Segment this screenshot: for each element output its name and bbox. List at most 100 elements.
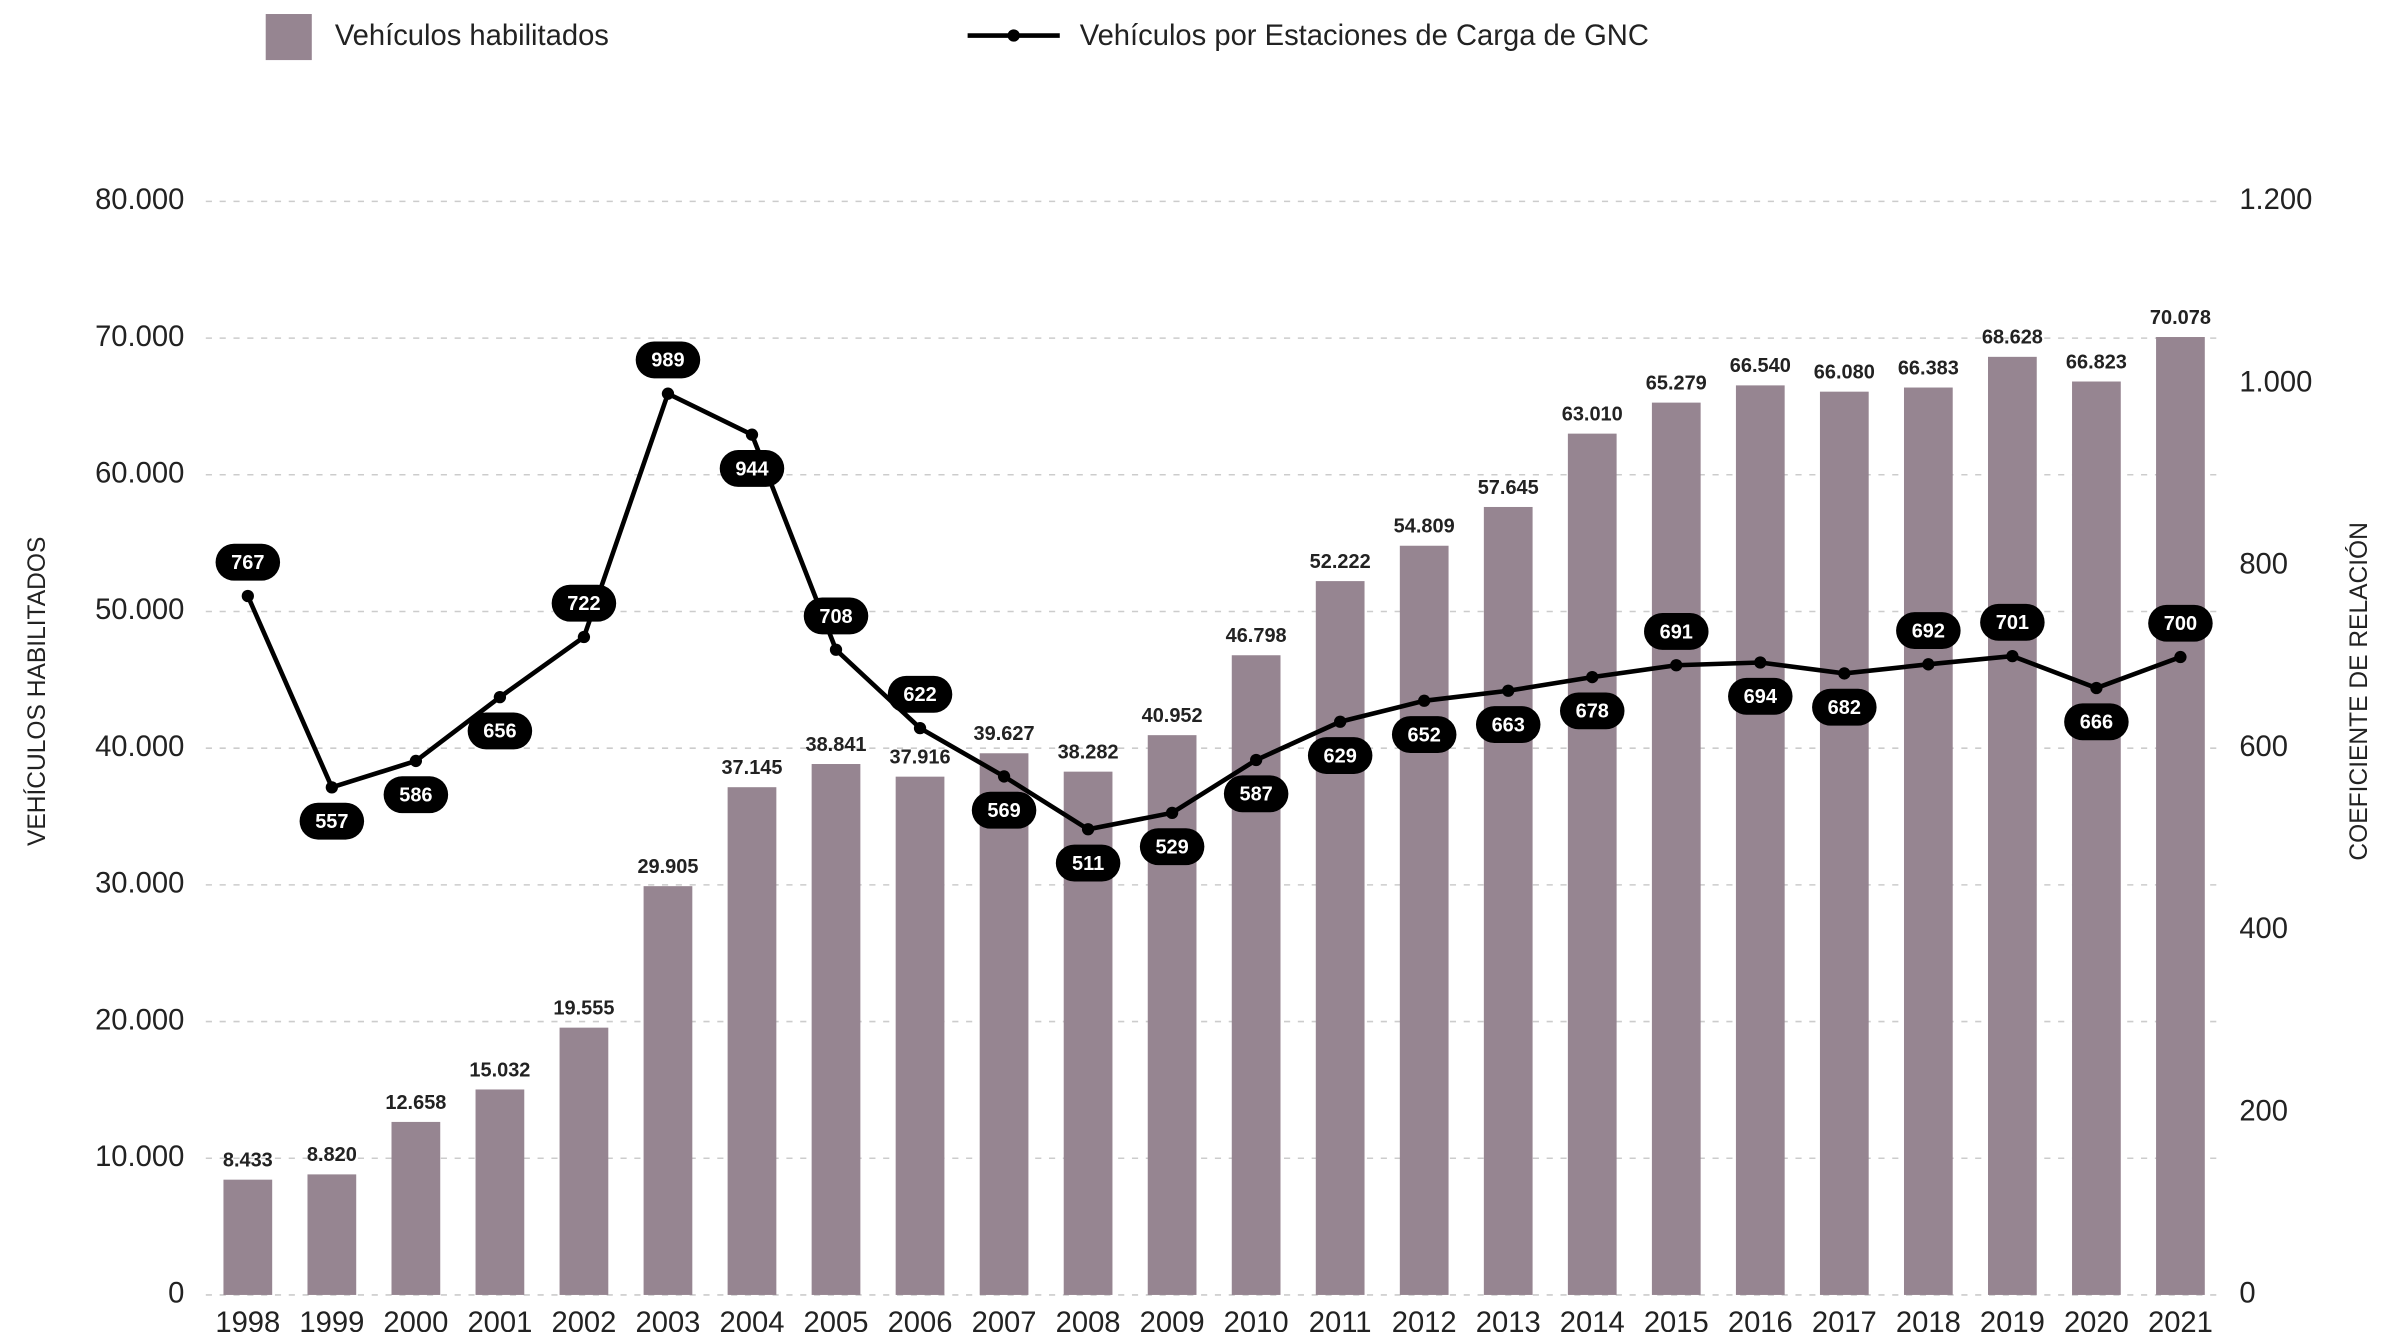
line-marker (997, 770, 1011, 783)
line-value-label: 652 (1408, 724, 1441, 746)
bar (727, 787, 777, 1295)
line-value-label: 666 (2080, 712, 2113, 734)
bar (1735, 385, 1785, 1295)
x-tick-label: 2016 (1728, 1307, 1793, 1332)
line-value-label: 656 (483, 721, 516, 743)
x-tick-label: 2009 (1140, 1307, 1205, 1332)
bar-value-label: 12.658 (385, 1092, 446, 1114)
line-marker (661, 387, 675, 400)
line-value-label: 708 (819, 606, 852, 628)
x-tick-label: 2015 (1644, 1307, 1709, 1332)
y2-tick-label: 200 (2239, 1095, 2288, 1127)
line-marker (409, 754, 423, 768)
line-marker (1838, 667, 1851, 680)
y-tick-label: 50.000 (95, 594, 184, 626)
line-value-label: 700 (2164, 613, 2197, 635)
line-value-label: 682 (1828, 697, 1861, 719)
line-marker (1586, 670, 1599, 684)
line-value-label: 722 (567, 593, 600, 615)
bar-value-label: 52.222 (1310, 551, 1371, 573)
bar (1315, 581, 1365, 1295)
bar-value-label: 40.952 (1142, 705, 1203, 727)
bar (307, 1174, 357, 1295)
bar-value-label: 57.645 (1478, 477, 1539, 499)
bar-value-label: 46.798 (1226, 625, 1287, 647)
line-label-bg (1644, 613, 1709, 650)
line-value-label: 694 (1744, 686, 1777, 708)
bar-value-label: 38.282 (1058, 741, 1119, 763)
y-tick-label: 10.000 (95, 1141, 184, 1173)
y-tick-label: 0 (168, 1278, 184, 1310)
line-label-bg (2064, 703, 2129, 741)
x-tick-label: 2021 (2148, 1307, 2213, 1332)
bar-value-label: 66.540 (1730, 355, 1791, 377)
line-label-bg (1139, 828, 1205, 866)
bar (1651, 402, 1701, 1295)
bar (1483, 506, 1533, 1295)
x-tick-label: 2010 (1224, 1307, 1289, 1332)
x-tick-label: 2001 (467, 1307, 532, 1332)
bar-value-label: 8.433 (223, 1150, 273, 1172)
y2-tick-label: 600 (2239, 731, 2288, 763)
x-tick-label: 1998 (215, 1307, 280, 1332)
line-value-label: 692 (1912, 620, 1945, 642)
x-tick-label: 2003 (636, 1307, 701, 1332)
line-label-bg (1391, 716, 1457, 754)
line-label-bg (299, 802, 365, 840)
y2-tick-label: 1.200 (2239, 184, 2312, 216)
y-tick-label: 80.000 (95, 184, 184, 216)
line-label-bg (719, 450, 785, 487)
line-marker (1754, 656, 1767, 669)
x-tick-label: 2005 (804, 1307, 869, 1332)
bar-value-label: 39.627 (974, 723, 1035, 745)
x-tick-label: 2019 (1980, 1307, 2045, 1332)
y2-tick-label: 1.000 (2239, 366, 2312, 398)
line-marker (745, 428, 759, 441)
y-axis-title: VEHÍCULOS HABILITADOS (24, 537, 51, 846)
line-value-label: 663 (1492, 714, 1525, 736)
bar-value-label: 37.916 (890, 746, 951, 768)
y2-tick-label: 800 (2239, 549, 2288, 581)
line-label-bg (803, 597, 869, 635)
line-marker (829, 643, 843, 656)
line-label-bg (887, 675, 953, 713)
bar-value-label: 29.905 (637, 856, 698, 878)
bar (1819, 391, 1869, 1295)
line-value-label: 701 (1996, 612, 2029, 634)
x-tick-label: 1999 (299, 1307, 364, 1332)
x-tick-label: 2011 (1309, 1307, 1372, 1332)
line-marker (1418, 694, 1431, 707)
bar-value-label: 70.078 (2150, 307, 2211, 329)
bar-value-label: 65.279 (1646, 372, 1707, 394)
line-marker (1334, 715, 1347, 728)
y-tick-label: 30.000 (95, 868, 184, 900)
line-value-label: 586 (399, 785, 432, 807)
line-marker (1249, 753, 1263, 767)
bar (1988, 356, 2037, 1295)
x-tick-label: 2012 (1392, 1307, 1457, 1332)
line-marker (1502, 684, 1515, 697)
y2-tick-label: 0 (2239, 1278, 2255, 1310)
line-label-bg (635, 341, 701, 379)
line-marker (1165, 806, 1179, 820)
line-value-label: 587 (1239, 784, 1272, 806)
bar-value-label: 38.841 (805, 734, 866, 756)
line-marker (325, 781, 338, 794)
line-value-label: 989 (651, 350, 684, 372)
line-value-label: 529 (1155, 836, 1188, 858)
line (245, 390, 2182, 832)
line-label-bg (1475, 706, 1541, 743)
line-label-bg (1307, 737, 1373, 774)
bar (979, 753, 1029, 1295)
line-value-label: 767 (231, 552, 264, 574)
bar-value-label: 8.820 (307, 1144, 357, 1166)
x-tick-label: 2007 (972, 1307, 1037, 1332)
bar-value-label: 54.809 (1394, 516, 1455, 538)
line-value-label: 691 (1660, 621, 1693, 643)
bar (2072, 381, 2121, 1295)
line-label-bg (1223, 775, 1289, 813)
line-value-label: 511 (1072, 853, 1104, 875)
x-tick-label: 2004 (720, 1307, 785, 1332)
y-tick-label: 60.000 (95, 457, 184, 489)
x-tick-label: 2014 (1560, 1307, 1625, 1332)
